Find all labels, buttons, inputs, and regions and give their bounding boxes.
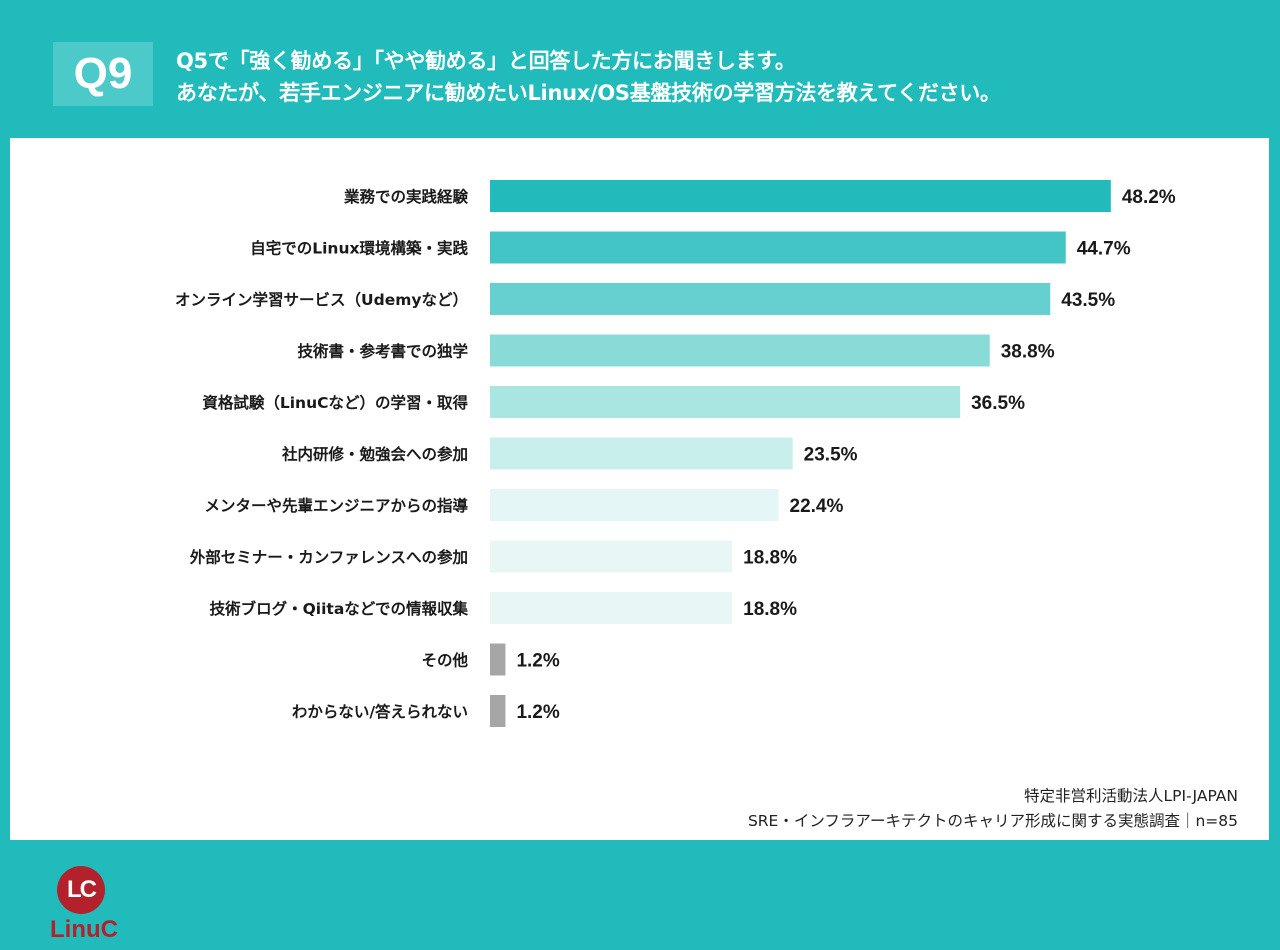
bar [490,695,506,727]
value-label: 36.5% [971,393,1025,414]
bar-row: 技術書・参考書での独学 38.8% [297,334,1055,367]
question-number-badge: Q9 [53,42,153,106]
logo-mark-icon: LC [57,866,105,914]
category-label: 社内研修・勉強会への参加 [281,445,468,464]
bar [490,334,990,367]
value-label: 18.8% [743,599,797,620]
value-label: 23.5% [804,445,858,466]
question-line-1: Q5で「強く勧める」「やや勧める」と回答した方にお聞きします。 [176,49,796,73]
value-label: 1.2% [516,702,559,723]
category-label: 資格試験（LinuCなど）の学習・取得 [202,393,468,412]
value-label: 48.2% [1122,187,1176,208]
bar [490,437,793,470]
value-label: 22.4% [790,496,844,517]
bar-row: 自宅でのLinux環境構築・実践 44.7% [250,231,1131,264]
category-label: 自宅でのLinux環境構築・実践 [250,239,468,258]
chart-panel: 業務での実践経験 48.2% 自宅でのLinux環境構築・実践 44.7% オンライン学… [10,138,1269,943]
bar [490,180,1111,212]
category-label: オンライン学習サービス（Udemyなど） [175,290,468,309]
category-label: 外部セミナー・カンファレンスへの参加 [190,548,468,567]
bar-row: その他 1.2% [421,643,560,676]
linuc-logo: LC LinuC [50,860,140,950]
logo-name: LinuC [50,916,118,943]
footer-survey-info: SRE・インフラアーキテクトのキャリア形成に関する実態調査｜n=85 [747,812,1238,830]
category-label: その他 [421,651,468,670]
category-label: わからない/答えられない [292,702,468,721]
bar [490,386,961,418]
bar [490,540,733,573]
bar-row: オンライン学習サービス（Udemyなど） 43.5% [175,283,1115,315]
value-label: 18.8% [743,548,797,569]
bar [490,643,506,676]
bar-row: 外部セミナー・カンファレンスへの参加 18.8% [190,540,797,573]
bar-row: メンターや先輩エンジニアからの指導 22.4% [204,489,843,521]
bar [490,231,1066,264]
bar [490,283,1051,315]
footer-source: 特定非営利活動法人LPI-JAPAN SRE・インフラアーキテクトのキャリア形成… [748,784,1238,834]
value-label: 38.8% [1001,342,1055,363]
footer-organization: 特定非営利活動法人LPI-JAPAN [1024,787,1238,805]
category-label: 技術ブログ・Qiitaなどでの情報収集 [210,599,469,618]
bar [490,489,779,521]
bar-row: 技術ブログ・Qiitaなどでの情報収集 18.8% [210,592,797,624]
bar [490,592,733,624]
bar-row: 業務での実践経験 48.2% [343,180,1176,212]
question-text: Q5で「強く勧める」「やや勧める」と回答した方にお聞きします。 あなたが、若手エ… [176,45,1001,109]
bar-row: わからない/答えられない 1.2% [292,695,560,727]
value-label: 1.2% [516,651,559,672]
bar-chart: 業務での実践経験 48.2% 自宅でのLinux環境構築・実践 44.7% オンライン学… [175,180,1176,727]
category-label: 技術書・参考書での独学 [297,342,468,361]
value-label: 43.5% [1061,290,1115,311]
bar-row: 社内研修・勉強会への参加 23.5% [281,437,858,470]
question-line-2: あなたが、若手エンジニアに勧めたいLinux/OS基盤技術の学習方法を教えてくだ… [176,81,1001,105]
bar-row: 資格試験（LinuCなど）の学習・取得 36.5% [202,386,1025,418]
category-label: 業務での実践経験 [343,187,469,206]
value-label: 44.7% [1077,239,1131,260]
category-label: メンターや先輩エンジニアからの指導 [204,496,468,515]
